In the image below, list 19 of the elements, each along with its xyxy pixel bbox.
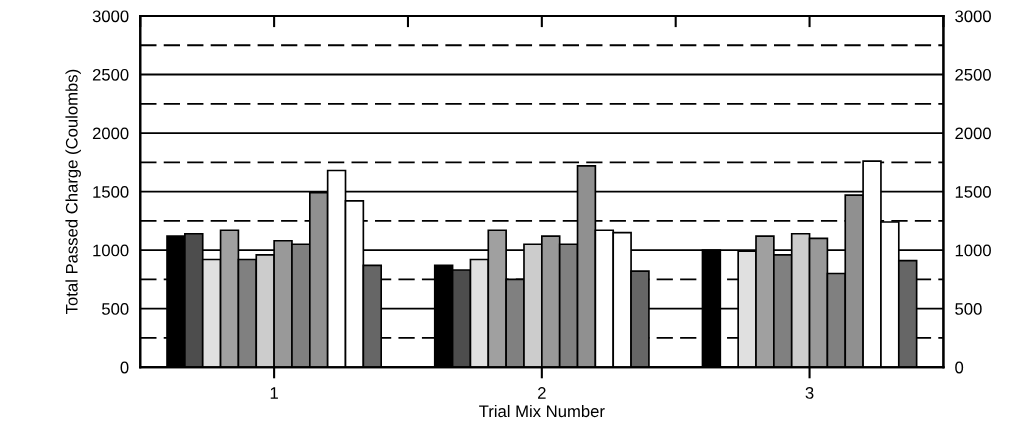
y-tick-label: 500 bbox=[102, 303, 129, 315]
y-tick-label: 1500 bbox=[93, 185, 129, 198]
y-tick-label: 1000 bbox=[93, 244, 129, 257]
y2-tick-label: 0 bbox=[955, 361, 964, 374]
y2-tick-label: 3000 bbox=[955, 10, 991, 23]
x-tick-label: 2 bbox=[538, 387, 546, 399]
y-tick-label: 2000 bbox=[92, 127, 129, 140]
y2-tick-label: 1000 bbox=[955, 244, 991, 257]
y2-tick-label: 1500 bbox=[955, 185, 991, 198]
y-axis-title: Total Passed Charge (Coulombs) bbox=[65, 69, 81, 314]
y-tick-label: 3000 bbox=[92, 10, 129, 23]
y2-tick-label: 2000 bbox=[955, 127, 991, 140]
x-tick-label: 3 bbox=[805, 387, 814, 399]
x-axis-title: Trial Mix Number bbox=[479, 404, 605, 418]
x-tick-label: 1 bbox=[270, 387, 278, 399]
y2-tick-label: 500 bbox=[955, 303, 982, 315]
y2-tick-label: 2500 bbox=[955, 68, 991, 81]
y-tick-label: 2500 bbox=[92, 68, 129, 81]
y-tick-label: 0 bbox=[120, 361, 129, 374]
